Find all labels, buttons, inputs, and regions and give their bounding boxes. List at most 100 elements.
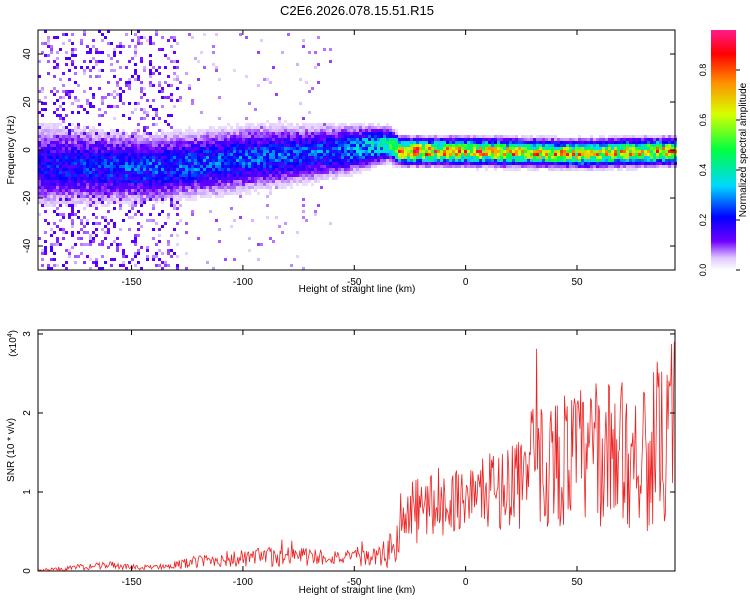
heatmap-cell	[92, 150, 95, 153]
heatmap-cell	[149, 183, 152, 186]
heatmap-cell	[626, 159, 629, 162]
heatmap-cell	[329, 135, 332, 138]
heatmap-cell	[137, 189, 140, 192]
heatmap-cell	[239, 174, 242, 177]
heatmap-cell	[197, 237, 200, 240]
heatmap-cell	[131, 111, 134, 114]
heatmap-cell	[635, 165, 638, 168]
heatmap-cell	[77, 189, 80, 192]
heatmap-cell	[260, 183, 263, 186]
heatmap-cell	[260, 141, 263, 144]
heatmap-cell	[509, 156, 512, 159]
heatmap-cell	[170, 183, 173, 186]
heatmap-cell	[155, 162, 158, 165]
heatmap-cell	[50, 165, 53, 168]
heatmap-cell	[494, 144, 497, 147]
heatmap-cell	[131, 153, 134, 156]
heatmap-cell	[38, 141, 41, 144]
heatmap-cell	[44, 153, 47, 156]
heatmap-cell	[233, 153, 236, 156]
heatmap-cell	[518, 147, 521, 150]
heatmap-cell	[539, 150, 542, 153]
heatmap-cell	[116, 132, 119, 135]
heatmap-cell	[365, 159, 368, 162]
heatmap-cell	[395, 129, 398, 132]
heatmap-cell	[59, 96, 62, 99]
heatmap-cell	[179, 132, 182, 135]
heatmap-cell	[128, 168, 131, 171]
heatmap-cell	[203, 195, 206, 198]
heatmap-cell	[572, 144, 575, 147]
colorbar-tick-label: 0.8	[698, 64, 708, 77]
heatmap-cell	[257, 159, 260, 162]
heatmap-cell	[62, 72, 65, 75]
heatmap-cell	[239, 171, 242, 174]
heatmap-cell	[491, 165, 494, 168]
heatmap-cell	[104, 231, 107, 234]
heatmap-cell	[542, 144, 545, 147]
heatmap-cell	[83, 198, 86, 201]
heatmap-cell	[650, 141, 653, 144]
heatmap-cell	[464, 150, 467, 153]
heatmap-cell	[284, 177, 287, 180]
heatmap-cell	[68, 147, 71, 150]
heatmap-cell	[647, 141, 650, 144]
heatmap-cell	[242, 183, 245, 186]
heatmap-cell	[170, 195, 173, 198]
heatmap-cell	[236, 138, 239, 141]
heatmap-cell	[389, 150, 392, 153]
heatmap-cell	[74, 126, 77, 129]
heatmap-cell	[98, 132, 101, 135]
heatmap-cell	[566, 144, 569, 147]
heatmap-cell	[515, 156, 518, 159]
heatmap-cell	[113, 69, 116, 72]
heatmap-cell	[137, 147, 140, 150]
heatmap-cell	[167, 132, 170, 135]
heatmap-cell	[362, 129, 365, 132]
heatmap-cell	[146, 39, 149, 42]
heatmap-cell	[44, 138, 47, 141]
heatmap-cell	[74, 135, 77, 138]
heatmap-cell	[332, 138, 335, 141]
heatmap-cell	[452, 162, 455, 165]
heatmap-cell	[125, 177, 128, 180]
heatmap-cell	[86, 150, 89, 153]
heatmap-cell	[512, 147, 515, 150]
heatmap-cell	[314, 150, 317, 153]
heatmap-cell	[422, 153, 425, 156]
heatmap-cell	[47, 171, 50, 174]
heatmap-cell	[74, 147, 77, 150]
heatmap-cell	[173, 147, 176, 150]
heatmap-cell	[509, 135, 512, 138]
heatmap-cell	[92, 57, 95, 60]
heatmap-cell	[155, 69, 158, 72]
heatmap-cell	[125, 213, 128, 216]
heatmap-cell	[347, 150, 350, 153]
heatmap-cell	[161, 153, 164, 156]
heatmap-cell	[233, 171, 236, 174]
heatmap-cell	[191, 99, 194, 102]
heatmap-cell	[140, 213, 143, 216]
heatmap-cell	[440, 165, 443, 168]
heatmap-cell	[278, 117, 281, 120]
heatmap-cell	[416, 165, 419, 168]
heatmap-cell	[125, 168, 128, 171]
heatmap-cell	[383, 150, 386, 153]
heatmap-cell	[137, 39, 140, 42]
heatmap-cell	[53, 87, 56, 90]
heatmap-cell	[356, 165, 359, 168]
heatmap-cell	[296, 144, 299, 147]
heatmap-cell	[173, 60, 176, 63]
heatmap-cell	[83, 132, 86, 135]
heatmap-cell	[515, 162, 518, 165]
heatmap-cell	[176, 234, 179, 237]
heatmap-cell	[413, 150, 416, 153]
heatmap-cell	[626, 141, 629, 144]
heatmap-cell	[212, 189, 215, 192]
heatmap-cell	[137, 102, 140, 105]
heatmap-cell	[305, 174, 308, 177]
heatmap-cell	[431, 162, 434, 165]
heatmap-cell	[500, 144, 503, 147]
heatmap-cell	[101, 189, 104, 192]
heatmap-cell	[254, 165, 257, 168]
